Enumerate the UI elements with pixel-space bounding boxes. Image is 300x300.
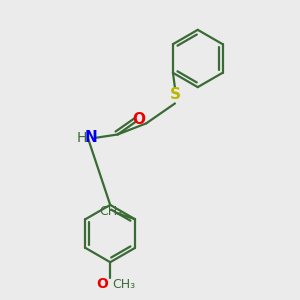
Text: H: H [77, 131, 87, 145]
Text: S: S [169, 87, 180, 102]
Text: O: O [97, 277, 109, 291]
Text: N: N [85, 130, 97, 145]
Text: CH₃: CH₃ [100, 205, 123, 218]
Text: O: O [132, 112, 145, 127]
Text: CH₃: CH₃ [112, 278, 136, 291]
